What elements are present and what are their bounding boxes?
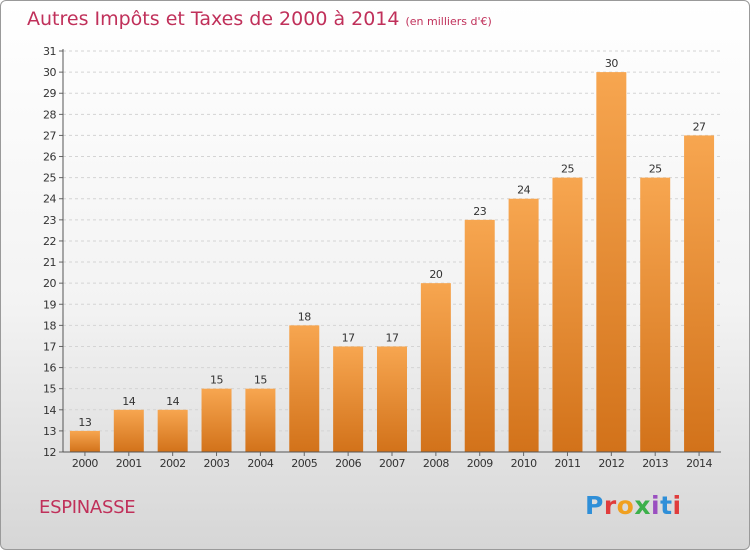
bar bbox=[640, 177, 671, 452]
bar-value-label: 24 bbox=[517, 184, 530, 197]
brand-letter: x bbox=[634, 491, 651, 520]
bar bbox=[508, 198, 539, 452]
y-tick-label: 28 bbox=[43, 108, 56, 121]
y-tick-label: 15 bbox=[43, 383, 56, 396]
chart-unit-label: (en milliers d'€) bbox=[405, 15, 492, 28]
y-tick-label: 19 bbox=[43, 298, 56, 311]
x-tick-label: 2014 bbox=[686, 457, 712, 470]
chart-title-text: Autres Impôts et Taxes de 2000 à 2014 bbox=[27, 8, 400, 30]
brand-letter: r bbox=[603, 491, 617, 520]
x-tick-label: 2001 bbox=[116, 457, 142, 470]
y-tick-label: 23 bbox=[43, 214, 56, 227]
brand-letter: i bbox=[651, 491, 661, 520]
bar-value-label: 27 bbox=[693, 120, 706, 133]
brand-letter: P bbox=[585, 491, 604, 520]
y-tick-label: 14 bbox=[43, 404, 56, 417]
y-tick-label: 25 bbox=[43, 172, 56, 185]
y-tick-label: 18 bbox=[43, 319, 56, 332]
y-tick-label: 17 bbox=[43, 340, 56, 353]
bar bbox=[377, 346, 407, 452]
bar-value-label: 25 bbox=[561, 163, 574, 176]
y-tick-label: 26 bbox=[43, 151, 56, 164]
bar bbox=[552, 177, 583, 452]
bar-value-label: 14 bbox=[122, 395, 135, 408]
x-tick-label: 2006 bbox=[335, 457, 361, 470]
x-tick-label: 2009 bbox=[467, 457, 493, 470]
y-tick-label: 24 bbox=[43, 193, 56, 206]
x-tick-label: 2012 bbox=[598, 457, 624, 470]
y-tick-label: 22 bbox=[43, 235, 56, 248]
x-tick-label: 2003 bbox=[204, 457, 230, 470]
y-tick-label: 13 bbox=[43, 425, 56, 438]
bar-value-label: 18 bbox=[298, 310, 311, 323]
bar bbox=[69, 430, 100, 452]
x-tick-label: 2008 bbox=[423, 457, 449, 470]
bar bbox=[420, 283, 451, 452]
bar bbox=[684, 135, 715, 452]
x-tick-label: 2002 bbox=[160, 457, 186, 470]
y-tick-label: 21 bbox=[43, 256, 56, 269]
bar-value-label: 20 bbox=[429, 268, 442, 281]
location-name: ESPINASSE bbox=[39, 497, 136, 518]
y-tick-label: 30 bbox=[43, 66, 56, 79]
bar-value-label: 17 bbox=[386, 331, 399, 344]
bar bbox=[245, 388, 276, 452]
bar bbox=[333, 346, 364, 452]
bar bbox=[289, 325, 320, 452]
y-tick-label: 16 bbox=[43, 362, 56, 375]
bar-value-label: 25 bbox=[649, 163, 662, 176]
bar-value-label: 15 bbox=[254, 374, 267, 387]
bar bbox=[157, 409, 188, 452]
bar-value-label: 15 bbox=[210, 374, 223, 387]
brand-letter: o bbox=[616, 491, 635, 520]
bars: 13 14 14 15 15 18 17 17 20 23 24 25 30 25 27 bbox=[69, 57, 715, 453]
bar bbox=[113, 409, 144, 452]
bar-value-label: 14 bbox=[166, 395, 179, 408]
y-tick-label: 20 bbox=[43, 277, 56, 290]
x-tick-label: 2010 bbox=[511, 457, 537, 470]
brand-letter: i bbox=[672, 491, 682, 520]
bar bbox=[464, 219, 495, 452]
bar-value-label: 30 bbox=[605, 57, 618, 70]
bar bbox=[596, 72, 627, 453]
proxiti-logo[interactable]: Proxiti bbox=[585, 491, 682, 520]
bar-value-label: 13 bbox=[78, 416, 91, 429]
y-tick-label: 12 bbox=[43, 446, 56, 459]
y-tick-label: 29 bbox=[43, 87, 56, 100]
y-tick-label: 31 bbox=[43, 45, 56, 58]
x-tick-label: 2000 bbox=[72, 457, 98, 470]
y-tick-label: 27 bbox=[43, 129, 56, 142]
axes: 12 13 14 15 16 17 18 19 20 21 22 23 24 25 26 27 28 29 30 31… bbox=[43, 45, 721, 470]
bar-value-label: 23 bbox=[473, 205, 486, 218]
brand-letter: t bbox=[660, 491, 673, 520]
x-tick-label: 2005 bbox=[291, 457, 317, 470]
bar bbox=[201, 388, 232, 452]
chart-title: Autres Impôts et Taxes de 2000 à 2014 (en… bbox=[27, 8, 492, 30]
bar-value-label: 17 bbox=[342, 331, 355, 344]
x-tick-label: 2007 bbox=[379, 457, 405, 470]
x-tick-label: 2004 bbox=[247, 457, 273, 470]
x-tick-label: 2013 bbox=[642, 457, 668, 470]
x-tick-label: 2011 bbox=[554, 457, 580, 470]
